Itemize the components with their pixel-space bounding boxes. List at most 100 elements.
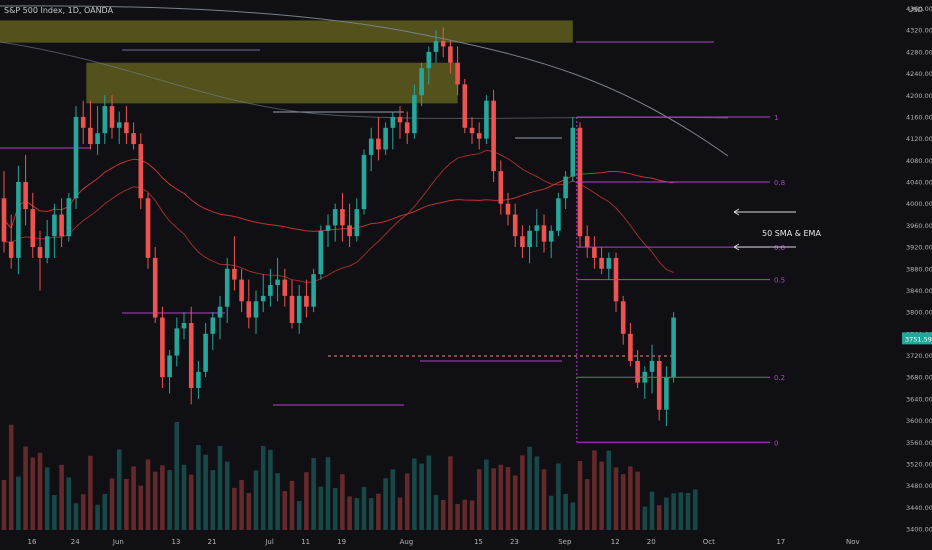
candle-body <box>433 41 439 52</box>
volume-bar <box>628 466 633 530</box>
volume-bar <box>160 465 165 530</box>
time-tick-label: Oct <box>703 538 715 546</box>
volume-bar <box>498 464 504 530</box>
volume-bar <box>462 499 468 530</box>
candle-body <box>59 214 64 237</box>
candle-body <box>527 230 532 248</box>
candle-body <box>584 236 590 248</box>
volume-bar <box>95 504 100 530</box>
candle-body <box>152 257 158 318</box>
candle-body <box>109 106 115 128</box>
volume-bar <box>678 492 684 530</box>
time-tick-label: 11 <box>301 538 310 546</box>
candle-body <box>66 198 72 237</box>
price-tick-label: 3840.00 <box>906 287 932 295</box>
candle-body <box>95 133 100 145</box>
candle-body <box>520 236 525 248</box>
volume-bar <box>203 454 208 530</box>
volume-bar <box>224 461 230 530</box>
volume-bar <box>138 485 144 530</box>
time-tick-label: 16 <box>28 538 37 546</box>
candle-body <box>505 203 511 215</box>
fib-level-label: 0.2 <box>774 374 785 382</box>
candle-body <box>491 100 496 172</box>
time-tick-label: 20 <box>647 538 656 546</box>
candle-body <box>268 285 273 296</box>
candle-body <box>426 51 432 69</box>
volume-bar <box>52 495 57 530</box>
volume-bar <box>174 422 180 530</box>
sma-50-line <box>3 158 674 232</box>
price-candles <box>1 27 676 426</box>
volume-bar <box>376 493 381 530</box>
candle-body <box>210 317 216 334</box>
volume-bar <box>59 464 64 530</box>
volume-bar <box>642 506 648 530</box>
candle-body <box>498 171 504 204</box>
volume-bar <box>570 502 576 530</box>
volume-bar <box>556 463 561 530</box>
volume-bar <box>354 498 360 530</box>
volume-bars <box>1 422 698 530</box>
price-tick-label: 3440.00 <box>906 504 932 512</box>
volume-bar <box>520 455 525 530</box>
candle-body <box>80 116 86 128</box>
fib-level-label: 0 <box>774 439 778 447</box>
volume-bar <box>368 498 374 530</box>
candle-body <box>181 322 187 329</box>
current-price-label: 3751.59 <box>905 335 932 343</box>
time-tick-label: Nov <box>846 538 860 546</box>
candle-body <box>476 133 482 139</box>
volume-bar <box>534 456 540 530</box>
volume-bar <box>383 478 388 530</box>
volume-bar <box>527 446 532 530</box>
candle-body <box>368 138 374 155</box>
moving-averages <box>0 5 729 283</box>
candle-body <box>534 225 540 231</box>
candle-body <box>397 116 403 123</box>
volume-bar <box>23 446 28 530</box>
price-tick-label: 4000.00 <box>906 200 932 208</box>
volume-bar <box>649 491 655 530</box>
candle-body <box>296 295 302 323</box>
time-tick-label: 12 <box>611 538 620 546</box>
candle-body <box>102 106 108 134</box>
candle-body <box>145 198 151 258</box>
candle-body <box>469 127 475 134</box>
candle-body <box>260 295 266 302</box>
volume-bar <box>592 450 597 530</box>
volume-bar <box>116 449 122 530</box>
candle-body <box>361 154 367 210</box>
candle-body <box>167 355 172 378</box>
candle-body <box>311 274 316 307</box>
volume-bar <box>347 496 352 530</box>
annotation-text: 50 SMA & EMA <box>762 229 821 238</box>
price-tick-label: 3960.00 <box>906 222 932 230</box>
volume-bar <box>563 493 568 530</box>
candle-body <box>606 257 612 269</box>
price-tick-label: 4320.00 <box>906 27 932 35</box>
time-axis: 16 24 Jun 13 21 Jul 11 19 Aug 15 23 Sep 12 20 Oct 17 Nov <box>28 538 860 546</box>
candle-body <box>556 198 561 231</box>
volume-bar <box>692 489 698 530</box>
candle-body <box>73 116 79 199</box>
candle-body <box>664 377 669 410</box>
price-tick-label: 3560.00 <box>906 439 932 447</box>
volume-bar <box>455 503 460 530</box>
volume-bar <box>152 471 158 530</box>
annotations: 50 SMA & EMA <box>733 208 821 251</box>
volume-bar <box>88 455 93 530</box>
candle-body <box>23 182 28 210</box>
price-tick-label: 3880.00 <box>906 265 932 273</box>
price-tick-label: 4040.00 <box>906 179 932 187</box>
price-tick-label: 3800.00 <box>906 309 932 317</box>
supply-zone <box>86 62 458 104</box>
volume-bar <box>124 478 129 530</box>
volume-bar <box>239 479 244 530</box>
arrow-head-icon <box>733 243 740 251</box>
candle-body <box>52 214 57 237</box>
candle-body <box>347 225 352 237</box>
candle-body <box>563 176 568 199</box>
candle-body <box>599 257 604 269</box>
